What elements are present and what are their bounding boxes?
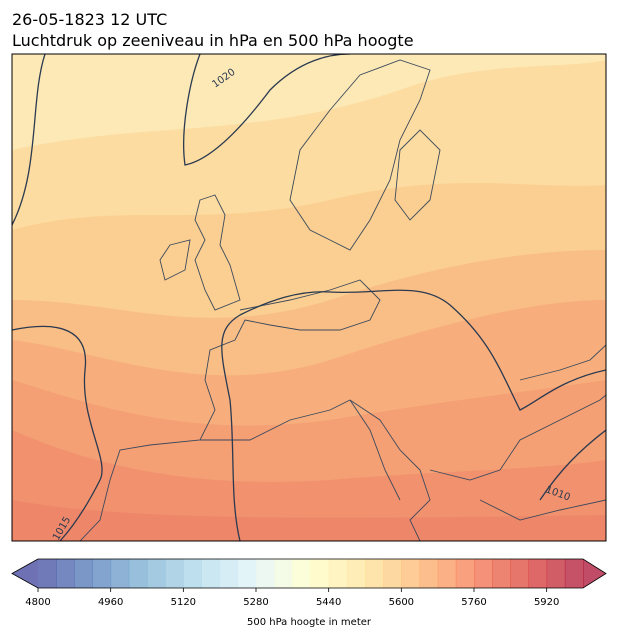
colorbar-swatch [201, 559, 221, 588]
colorbar-tick-label: 5600 [389, 597, 414, 608]
colorbar-swatch [165, 559, 184, 588]
colorbar-swatch [256, 559, 275, 588]
colorbar-swatch [110, 559, 130, 588]
map-frame [11, 53, 607, 542]
colorbar-swatch [237, 559, 257, 588]
colorbar-extend-high [583, 559, 606, 588]
colorbar-swatch [310, 559, 330, 588]
colorbar-swatch [74, 559, 93, 588]
colorbar-swatch [128, 559, 148, 588]
map: 1020 1010 1015 [12, 54, 606, 541]
colorbar-tick-label: 5280 [243, 597, 268, 608]
colorbar-tick-label: 5440 [316, 597, 341, 608]
colorbar-swatch [546, 559, 566, 588]
colorbar-tick-label: 5120 [171, 597, 196, 608]
colorbar-swatch [38, 559, 57, 588]
title: 26-05-1823 12 UTC [12, 10, 167, 29]
coastlines [79, 59, 606, 541]
colorbar-tick-label: 5920 [534, 597, 559, 608]
colorbar-tick-label: 4800 [25, 597, 50, 608]
colorbar-swatch [419, 559, 439, 588]
colorbar-swatch [564, 559, 584, 588]
colorbar-swatch [528, 559, 548, 588]
colorbar-swatch [328, 559, 348, 588]
colorbar-swatch [492, 559, 511, 588]
colorbar-swatch [147, 559, 166, 588]
colorbar-swatch [56, 559, 75, 588]
colorbar-swatch [437, 559, 457, 588]
colorbar-swatch [346, 559, 366, 588]
colorbar-label: 500 hPa hoogte in meter [247, 617, 372, 628]
colorbar-swatch [274, 559, 293, 588]
colorbar-swatch [383, 559, 402, 588]
colorbar-extend-low [12, 559, 38, 588]
colorbar-swatch [92, 559, 112, 588]
colorbar-swatch [183, 559, 202, 588]
colorbar-swatch [365, 559, 384, 588]
colorbar-swatch [401, 559, 420, 588]
isobars [12, 54, 606, 541]
colorbar: 4800 4960 5120 5280 5440 5600 5760 5920 [11, 558, 607, 608]
colorbar-swatch [455, 559, 475, 588]
colorbar-tick-label: 5760 [461, 597, 486, 608]
colorbar-outline [11, 558, 607, 589]
subtitle: Luchtdruk op zeeniveau in hPa en 500 hPa… [12, 31, 414, 50]
colorbar-swatch [474, 559, 493, 588]
colorbar-swatch [219, 559, 239, 588]
colorbar-swatch [510, 559, 529, 588]
colorbar-swatch [292, 559, 311, 588]
colorbar-tick-label: 4960 [98, 597, 123, 608]
